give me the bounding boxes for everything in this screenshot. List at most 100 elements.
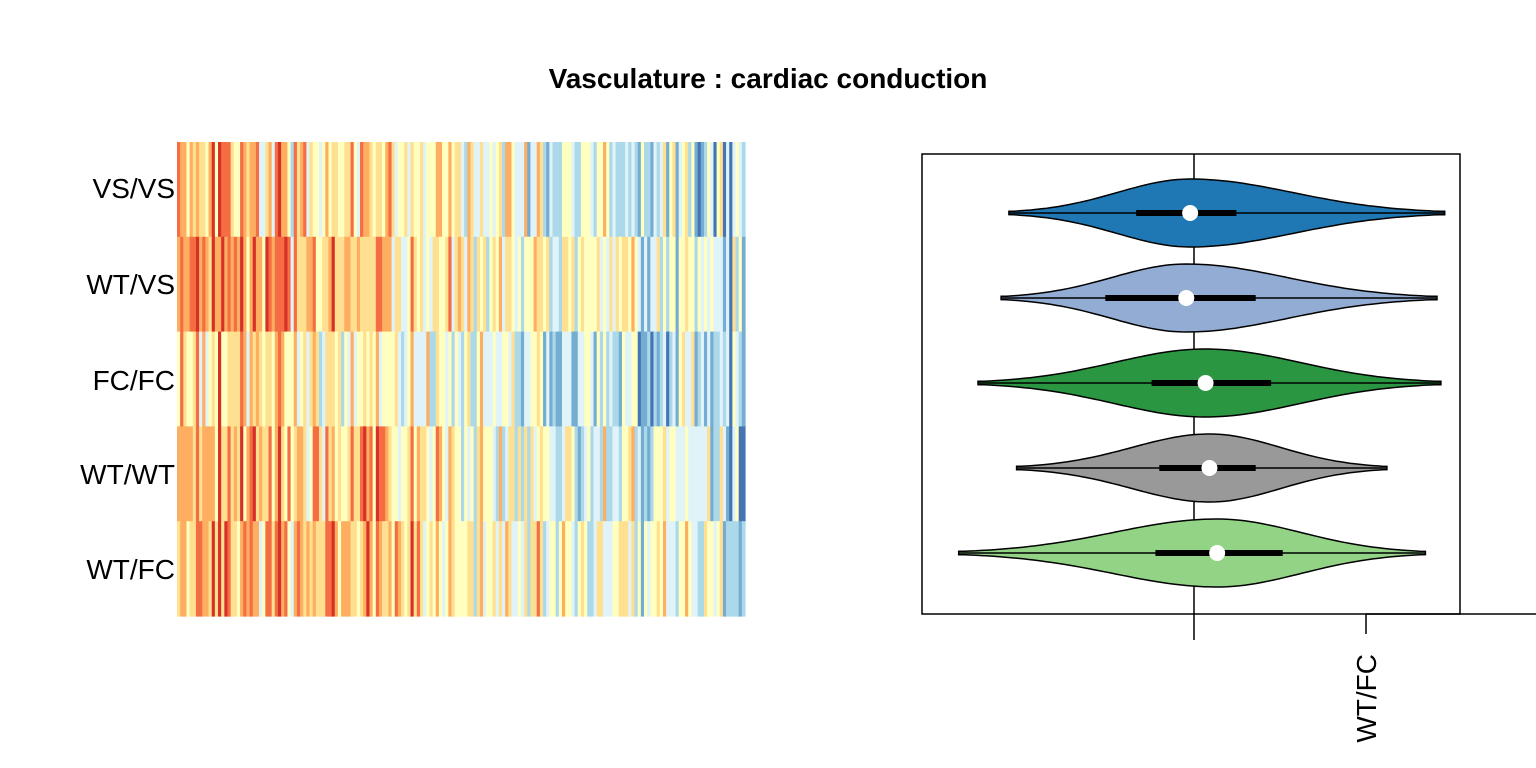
heatmap-cell — [413, 142, 418, 238]
heatmap-cell — [741, 521, 746, 617]
heatmap-cell — [640, 236, 645, 333]
heatmap-cell — [640, 331, 645, 427]
heatmap-cell — [180, 331, 184, 427]
heatmap-cell — [186, 142, 191, 238]
heatmap-cell — [659, 142, 664, 238]
violin-panel: WT/FC — [921, 153, 1536, 743]
heatmap-cell — [319, 142, 323, 238]
heatmap-cell — [419, 521, 424, 617]
heatmap-cell — [707, 426, 711, 522]
heatmap-cell — [710, 521, 715, 617]
heatmap-cell — [363, 521, 367, 617]
heatmap-cell — [341, 426, 345, 522]
heatmap-cell — [419, 142, 424, 238]
heatmap-cell — [555, 236, 560, 333]
heatmap-cell — [356, 426, 361, 522]
heatmap-cell — [644, 331, 648, 427]
violin-median-point — [1201, 460, 1218, 476]
heatmap-cell — [186, 521, 191, 617]
heatmap-cell — [419, 426, 424, 522]
heatmap-cell — [410, 331, 415, 427]
heatmap-cell — [719, 331, 724, 427]
heatmap-cell — [486, 426, 490, 522]
violin-median-point — [1209, 545, 1226, 561]
heatmap-cell — [606, 236, 610, 333]
heatmap-cell — [224, 331, 229, 427]
heatmap-cell — [246, 331, 251, 427]
heatmap-cell — [331, 236, 336, 333]
heatmap-cell — [186, 331, 191, 427]
heatmap-cell — [423, 426, 427, 522]
heatmap-cell — [397, 236, 402, 333]
heatmap-cell — [470, 142, 475, 238]
heatmap-cell — [561, 142, 566, 238]
heatmap-cell — [590, 521, 595, 617]
heatmap-cell — [584, 521, 588, 617]
heatmap-cell — [678, 142, 683, 238]
heatmap-cell — [517, 142, 522, 238]
heatmap-cell — [438, 521, 443, 617]
heatmap-cell — [524, 426, 528, 522]
heatmap-cell — [451, 142, 456, 238]
heatmap-cell — [577, 426, 582, 522]
heatmap-cell — [703, 331, 708, 427]
heatmap-cell — [590, 142, 595, 238]
heatmap-cell — [685, 236, 689, 333]
heatmap-cell — [401, 521, 405, 617]
heatmap-cell — [464, 331, 468, 427]
heatmap-cell — [732, 426, 737, 522]
heatmap-cell — [615, 331, 620, 427]
heatmap-cell — [707, 521, 711, 617]
heatmap-cell — [177, 236, 181, 333]
violin-plot-frame — [921, 153, 1461, 615]
heatmap-cell — [508, 142, 513, 238]
heatmap-cell — [555, 331, 560, 427]
heatmap-cell — [372, 521, 377, 617]
violin-median-point — [1182, 205, 1199, 221]
heatmap-cell — [378, 521, 383, 617]
heatmap-cell — [489, 236, 494, 333]
heatmap-cell — [385, 331, 390, 427]
heatmap-cell — [707, 142, 711, 238]
heatmap-cell — [685, 142, 689, 238]
heatmap-cell — [555, 426, 560, 522]
heatmap-cell — [603, 236, 607, 333]
heatmap-cell — [322, 426, 326, 522]
heatmap-cell — [246, 236, 251, 333]
heatmap-cell — [397, 521, 402, 617]
heatmap-cell — [571, 142, 576, 238]
heatmap-cell — [410, 426, 415, 522]
heatmap-cell — [530, 331, 535, 427]
heatmap-cell — [366, 521, 371, 617]
heatmap-cell — [277, 142, 282, 238]
heatmap-cell — [700, 142, 705, 238]
heatmap-cell — [454, 521, 459, 617]
heatmap-cell — [347, 142, 352, 238]
heatmap-cell — [202, 142, 206, 238]
heatmap-cell — [344, 331, 348, 427]
heatmap-cell — [230, 426, 235, 522]
heatmap-cell — [337, 426, 342, 522]
heatmap-cell — [565, 521, 569, 617]
heatmap-cell — [628, 426, 632, 522]
heatmap-cell — [618, 142, 623, 238]
heatmap-cell — [378, 426, 383, 522]
heatmap-cell — [413, 236, 418, 333]
heatmap-cell — [473, 426, 478, 522]
heatmap-cell — [350, 236, 355, 333]
heatmap-cell — [259, 331, 263, 427]
heatmap-cell — [703, 521, 708, 617]
heatmap-cell — [448, 331, 453, 427]
heatmap-cell — [580, 426, 585, 522]
heatmap-cell — [669, 426, 674, 522]
heatmap-cell — [404, 142, 408, 238]
heatmap-cell — [334, 331, 339, 427]
heatmap-cell — [230, 521, 235, 617]
heatmap-cell — [372, 236, 377, 333]
heatmap-cell — [259, 521, 263, 617]
heatmap-cell — [328, 142, 333, 238]
heatmap-cell — [603, 521, 607, 617]
heatmap-cell — [640, 142, 645, 238]
heatmap-cell — [691, 426, 696, 522]
heatmap-cell — [505, 142, 509, 238]
